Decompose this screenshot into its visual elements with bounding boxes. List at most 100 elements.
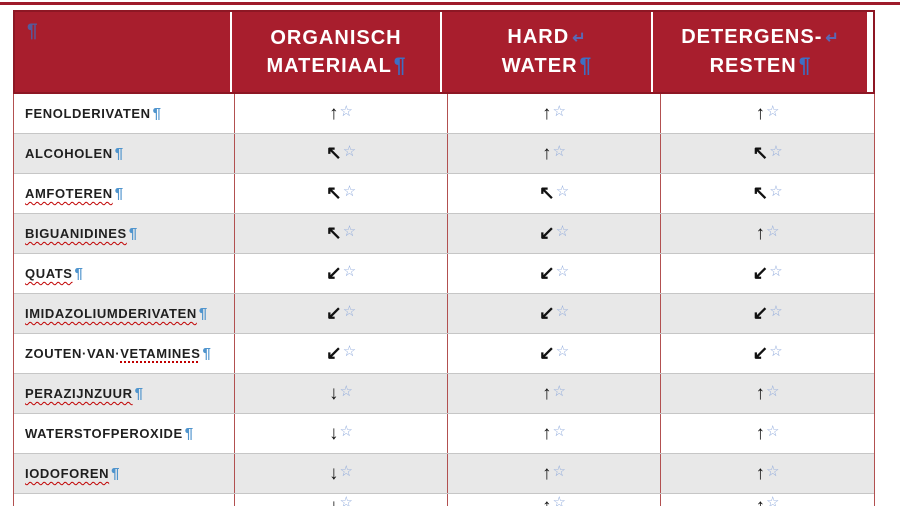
row-label-cell[interactable]: IMIDAZOLIUMDERIVATEN ¶ [14,294,235,333]
trend-arrow-icon: ↑ [755,423,766,444]
star-icon: ☆ [555,263,570,280]
table-row-quats: QUATS ¶ ↙ ☆ ↙ ☆ ↙ ☆ [14,254,874,294]
cell-hard-water[interactable]: ↑☆ [448,494,661,506]
star-icon: ☆ [769,343,783,360]
pilcrow-mark: ¶ [579,54,592,77]
table-row-iodoforen: IODOFOREN ¶ ↓ ☆ ↑ ☆ ↑ ☆ [14,454,874,494]
cell-hard-water[interactable]: ↑☆ [448,454,661,493]
star-icon: ☆ [769,183,783,200]
pilcrow-mark: ¶ [184,425,194,442]
table-row-waterstofperoxide: WATERSTOFPEROXIDE ¶ ↓ ☆ ↑ ☆ ↑ ☆ [14,414,874,454]
trend-arrow-icon: ↓ [329,423,339,444]
cell-detergens-resten[interactable]: ↑☆ [661,414,874,453]
star-icon: ☆ [342,143,357,160]
star-icon: ☆ [769,143,783,160]
header-line1: ORGANISCH [270,26,402,49]
row-label-cell[interactable]: PERAZIJNZUUR ¶ [14,374,235,413]
row-label-cell[interactable]: QUATS ¶ [14,254,235,293]
pilcrow-mark: ¶ [134,385,143,402]
pilcrow-mark: ¶ [128,225,138,242]
cell-organisch-materiaal[interactable]: ↖ ☆ [235,134,448,173]
star-icon: ☆ [342,223,357,240]
row-label-cell[interactable]: FENOLDERIVATEN ¶ [14,94,235,133]
star-icon: ☆ [555,223,570,240]
star-icon: ☆ [766,423,780,440]
trend-arrow-icon: ↑ [542,383,552,404]
cell-hard-water[interactable]: ↑☆ [448,94,661,133]
header-line2: MATERIAAL [266,54,392,77]
star-icon: ☆ [766,103,780,120]
table-row-biguanidines: BIGUANIDINES ¶ ↖ ☆ ↙ ☆ ↑ ☆ [14,214,874,254]
header-cell-hard-water[interactable]: HARD ↵ WATER¶ [442,12,653,92]
cell-organisch-materiaal[interactable]: ↓☆ [235,494,448,506]
row-label: AMFOTEREN [25,186,113,201]
cell-organisch-materiaal[interactable]: ↙ ☆ [235,334,448,373]
trend-arrow-icon: ↑ [755,223,766,244]
row-label-cell[interactable]: IODOFOREN ¶ [14,454,235,493]
cell-hard-water[interactable]: ↙ ☆ [448,214,661,253]
star-icon: ☆ [555,303,570,320]
row-label: IMIDAZOLIUMDERIVATEN [25,306,197,321]
header-cell-organisch-materiaal[interactable]: ORGANISCH MATERIAAL¶ [232,12,442,92]
top-rule-divider [0,2,900,5]
cell-organisch-materiaal[interactable]: ↓☆ [235,414,448,453]
line-break-mark-icon: ↵ [825,30,839,47]
star-icon: ☆ [766,223,780,240]
cell-detergens-resten[interactable]: ↖ ☆ [661,134,874,173]
cell-organisch-materiaal[interactable]: ↖ ☆ [235,174,448,213]
star-icon: ☆ [766,494,780,506]
cell-detergens-resten[interactable]: ↙ ☆ [661,294,874,333]
row-label-cell[interactable]: ALCOHOLEN ¶ [14,134,235,173]
cell-organisch-materiaal[interactable]: ↙ ☆ [235,254,448,293]
trend-arrow-icon: ↖ [538,183,555,204]
row-label-cell[interactable] [14,494,235,506]
table-header-row: ¶ ORGANISCH MATERIAAL¶ HARD ↵ WATER¶ DETE… [13,10,875,94]
table-row-alcoholen: ALCOHOLEN ¶ ↖ ☆ ↑ ☆ ↖ ☆ [14,134,874,174]
cell-detergens-resten[interactable]: ↙ ☆ [661,334,874,373]
star-icon: ☆ [342,343,357,360]
cell-hard-water[interactable]: ↑☆ [448,414,661,453]
cell-detergens-resten[interactable]: ↑☆ [661,374,874,413]
cell-detergens-resten[interactable]: ↙ ☆ [661,254,874,293]
table-row-zouten-van-vetamines: ZOUTEN·VAN· VETAMINES ¶ ↙ ☆ ↙ ☆ ↙ ☆ [14,334,874,374]
cell-organisch-materiaal[interactable]: ↖ ☆ [235,214,448,253]
row-label-cell[interactable]: AMFOTEREN ¶ [14,174,235,213]
pilcrow-mark: ¶ [393,53,406,77]
cell-detergens-resten[interactable]: ↖ ☆ [661,174,874,213]
trend-arrow-icon: ↓ [329,383,339,404]
cell-detergens-resten[interactable]: ↑☆ [661,494,874,506]
cell-organisch-materiaal[interactable]: ↑ ☆ [235,94,448,133]
cell-detergens-resten[interactable]: ↑☆ [661,94,874,133]
cell-hard-water[interactable]: ↖ ☆ [448,174,661,213]
row-label-cell[interactable]: WATERSTOFPEROXIDE ¶ [14,414,235,453]
star-icon: ☆ [552,463,566,480]
cell-hard-water[interactable]: ↑☆ [448,134,661,173]
pilcrow-mark: ¶ [798,54,811,77]
star-icon: ☆ [769,303,783,320]
row-label-cell[interactable]: ZOUTEN·VAN· VETAMINES ¶ [14,334,235,373]
cell-hard-water[interactable]: ↙ ☆ [448,294,661,333]
row-label-cell[interactable]: BIGUANIDINES ¶ [14,214,235,253]
table-row-amfoteren: AMFOTEREN ¶ ↖ ☆ ↖ ☆ ↖ ☆ [14,174,874,214]
cell-hard-water[interactable]: ↑☆ [448,374,661,413]
header-line2: RESTEN [709,55,797,77]
pilcrow-mark: ¶ [198,305,208,322]
trend-arrow-icon: ↑ [542,143,552,164]
row-label: PERAZIJNZUUR [25,386,133,401]
cell-hard-water[interactable]: ↙ ☆ [448,254,661,293]
cell-detergens-resten[interactable]: ↑☆ [661,454,874,493]
cell-organisch-materiaal[interactable]: ↙ ☆ [235,294,448,333]
cell-hard-water[interactable]: ↙ ☆ [448,334,661,373]
header-line1: DETERGENS- [681,26,823,48]
star-icon: ☆ [552,383,566,400]
trend-arrow-icon: ↖ [325,223,342,244]
cell-detergens-resten[interactable]: ↑☆ [661,214,874,253]
header-cell-detergens-resten[interactable]: DETERGENS- ↵ RESTEN¶ [653,12,867,92]
cell-organisch-materiaal[interactable]: ↓☆ [235,454,448,493]
trend-arrow-icon: ↙ [325,303,342,324]
trend-arrow-icon: ↖ [325,143,342,164]
header-cell-empty[interactable]: ¶ [15,12,232,92]
disinfectants-table: ¶ ORGANISCH MATERIAAL¶ HARD ↵ WATER¶ DETE… [13,10,875,506]
row-label: ALCOHOLEN [25,146,113,161]
cell-organisch-materiaal[interactable]: ↓☆ [235,374,448,413]
